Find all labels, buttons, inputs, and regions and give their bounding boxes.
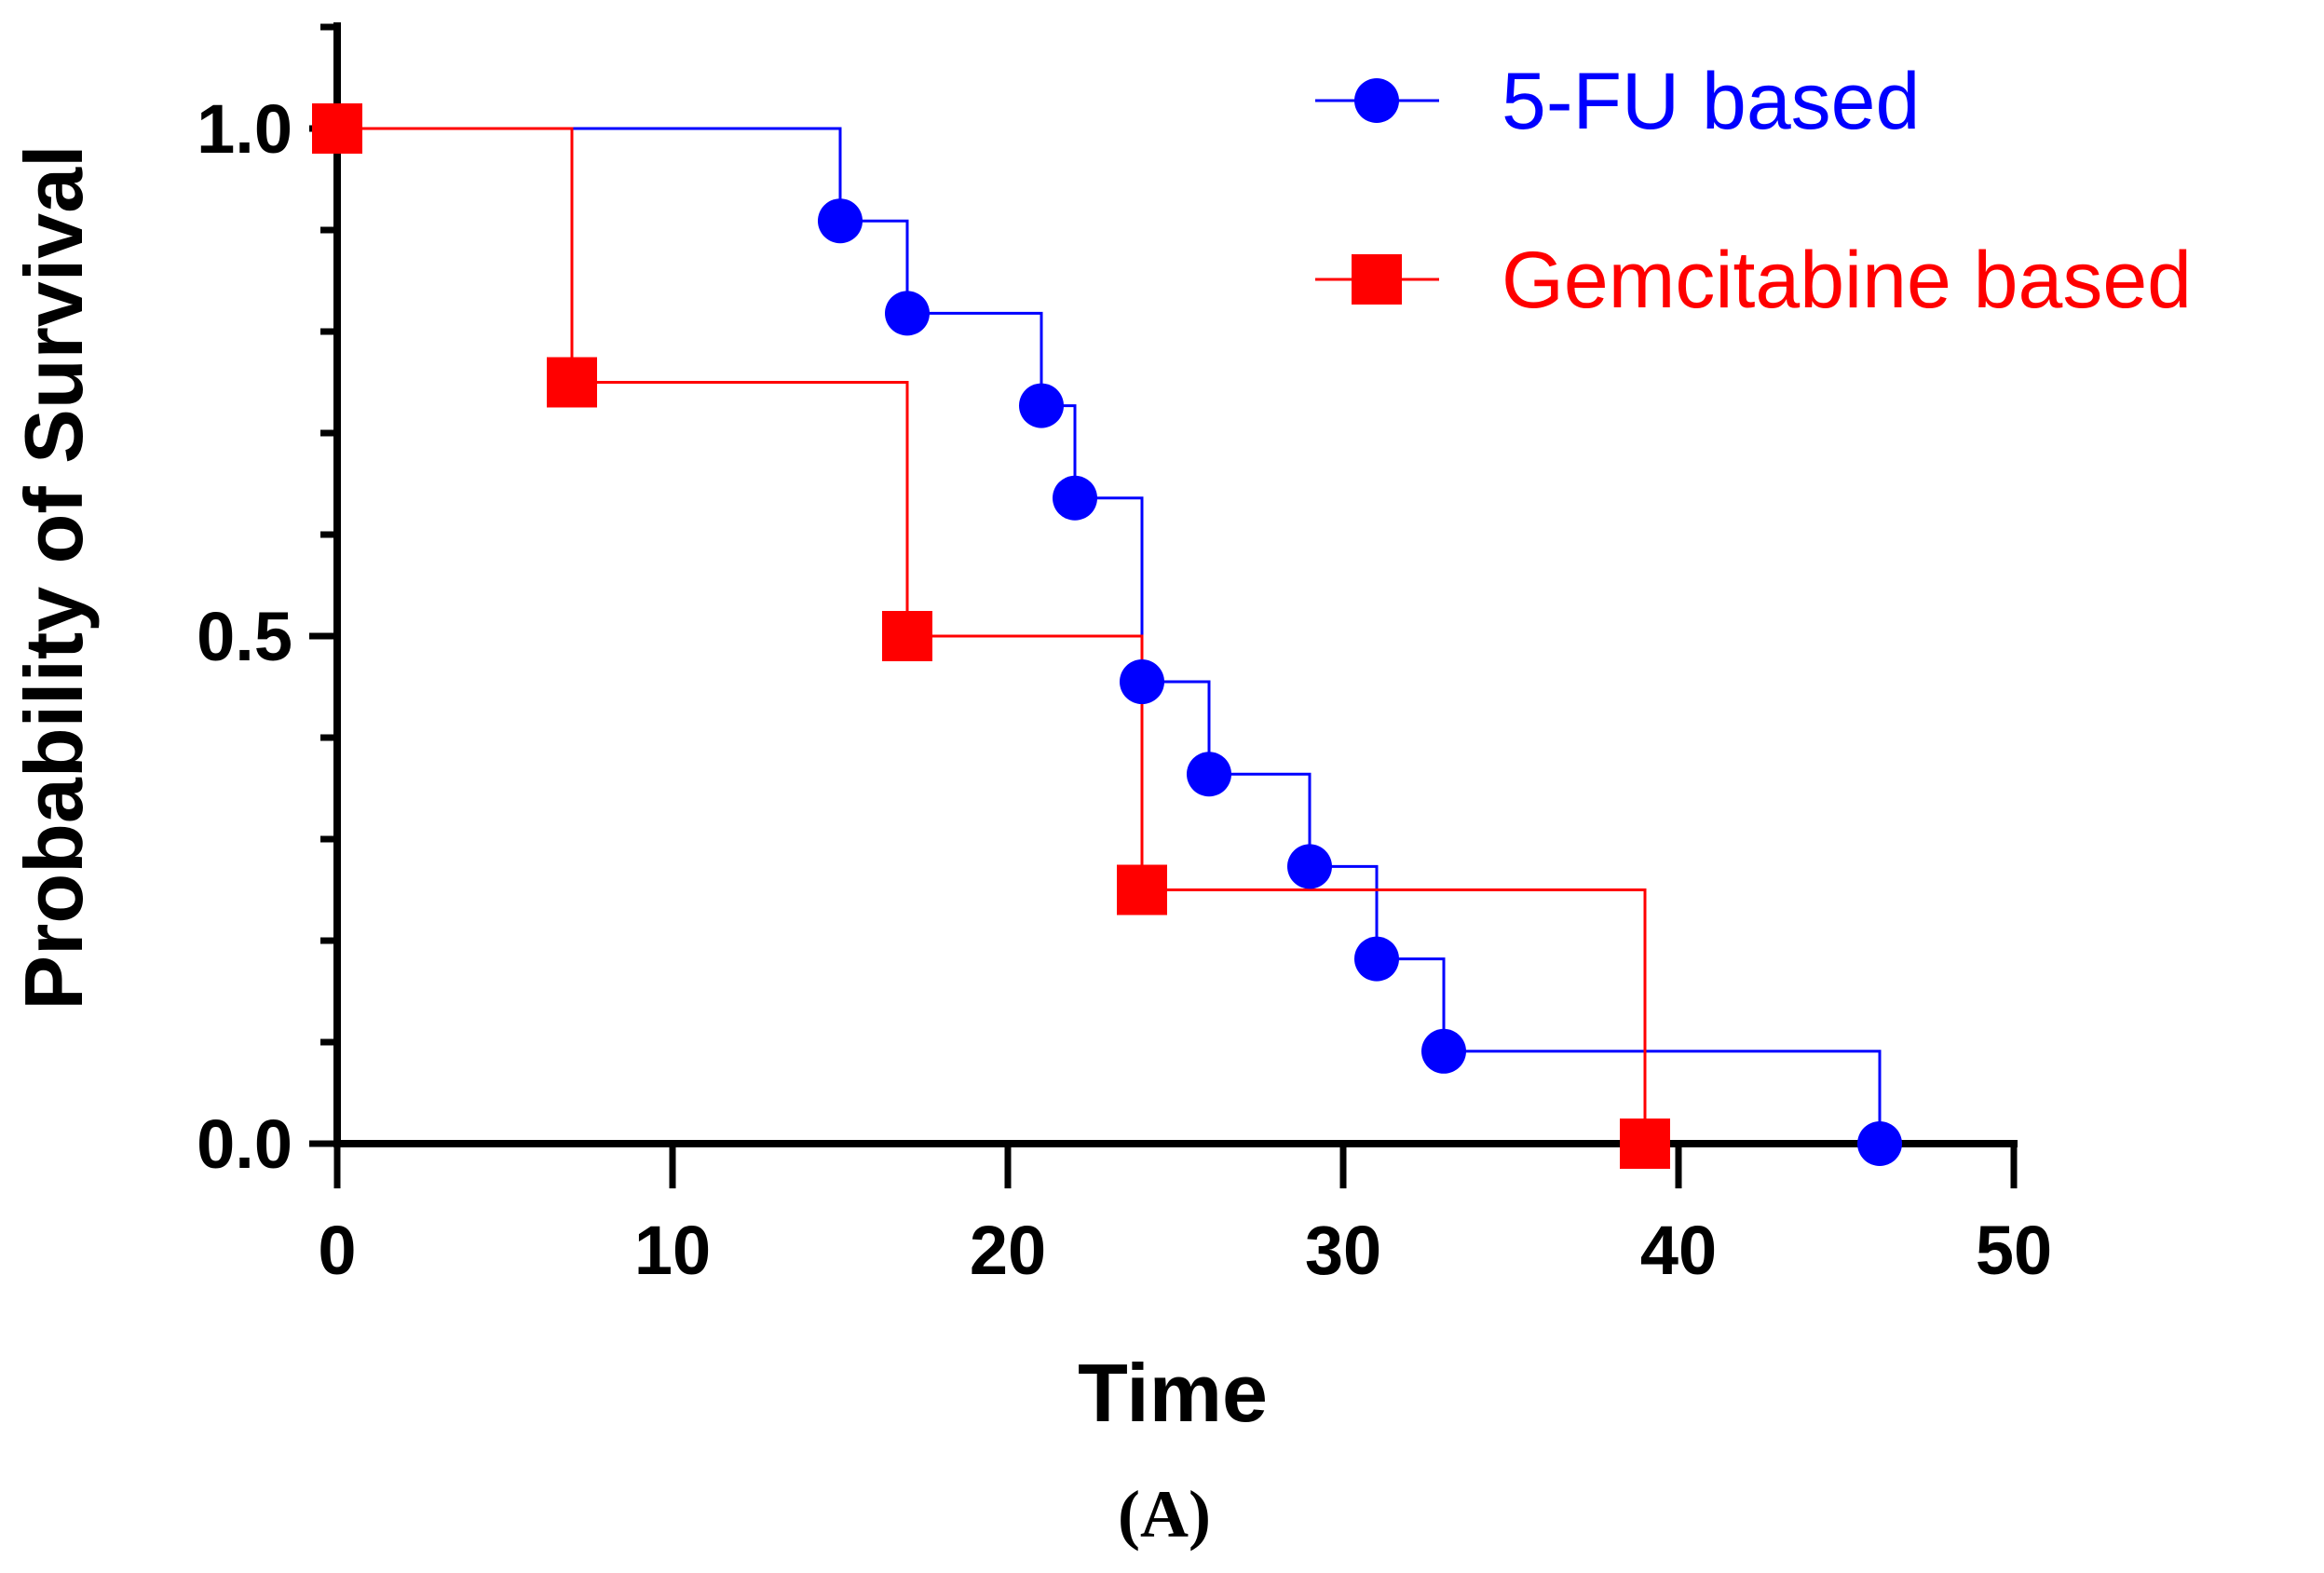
y-axis-title: Probability of Survival — [7, 144, 100, 1010]
legend-label: 5-FU based — [1502, 57, 1920, 146]
data-point-gemcitabine — [1620, 1119, 1670, 1169]
axes-layer: 0.0 0.5 1.0 0 10 20 30 40 50 — [197, 22, 2052, 1289]
data-point-5fu — [1053, 475, 1097, 521]
x-ticks: 0 10 20 30 40 50 — [318, 1144, 2052, 1289]
series-line-square — [337, 127, 1647, 1144]
data-point-5fu — [1421, 1028, 1466, 1074]
marker-layer — [312, 103, 1902, 1169]
panel-label: (A) — [1118, 1477, 1211, 1552]
y-tick-label: 0.0 — [197, 1105, 292, 1183]
data-point-5fu — [1287, 844, 1332, 889]
legend: 5-FU based Gemcitabine based — [1315, 57, 2192, 325]
data-point-5fu — [1187, 752, 1231, 797]
legend-square-marker — [1352, 254, 1402, 305]
data-point-gemcitabine — [1117, 864, 1167, 915]
x-tick-label: 10 — [634, 1212, 711, 1289]
x-tick-label: 30 — [1305, 1212, 1381, 1289]
x-tick-label: 20 — [970, 1212, 1046, 1289]
x-tick-label: 50 — [1976, 1212, 2052, 1289]
data-point-5fu — [1857, 1121, 1902, 1166]
x-axis-title: Time — [1078, 1347, 1268, 1439]
data-point-gemcitabine — [547, 357, 597, 408]
y-tick-label: 0.5 — [197, 598, 292, 675]
y-tick-label: 1.0 — [197, 90, 292, 168]
data-point-5fu — [818, 198, 863, 244]
x-tick-label: 0 — [318, 1212, 356, 1289]
data-point-gemcitabine — [882, 611, 932, 661]
data-point-5fu — [1120, 659, 1164, 705]
data-point-5fu — [1019, 383, 1064, 428]
y-ticks: 0.0 0.5 1.0 — [197, 23, 337, 1183]
x-tick-label: 40 — [1640, 1212, 1717, 1289]
legend-label: Gemcitabine based — [1502, 236, 2192, 325]
legend-circle-marker — [1354, 78, 1399, 123]
data-point-5fu — [1354, 936, 1399, 982]
data-point-gemcitabine — [312, 103, 362, 154]
data-point-5fu — [885, 291, 930, 336]
